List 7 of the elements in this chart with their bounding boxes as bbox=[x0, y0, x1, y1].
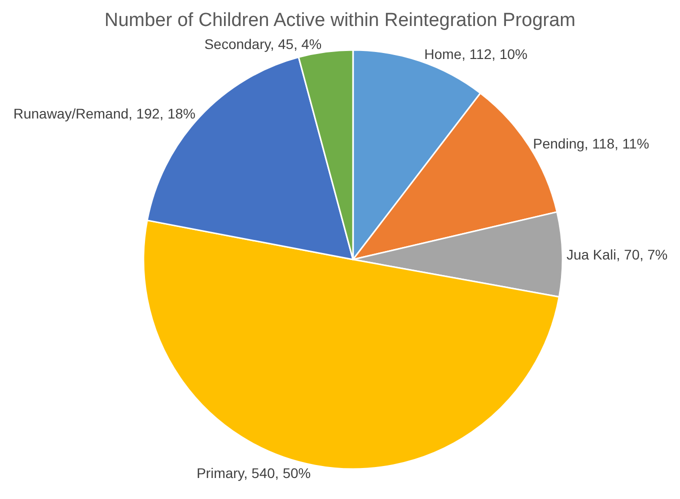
slice-label: Pending, 118, 11% bbox=[533, 136, 650, 152]
slice-label: Jua Kali, 70, 7% bbox=[566, 246, 668, 262]
slice-label: Secondary, 45, 4% bbox=[204, 36, 322, 52]
slice-label: Primary, 540, 50% bbox=[196, 465, 311, 482]
slice-label: Runaway/Remand, 192, 18% bbox=[13, 105, 196, 122]
slice-label: Home, 112, 10% bbox=[424, 46, 528, 62]
chart-title: Number of Children Active within Reintegration Program bbox=[104, 10, 576, 31]
